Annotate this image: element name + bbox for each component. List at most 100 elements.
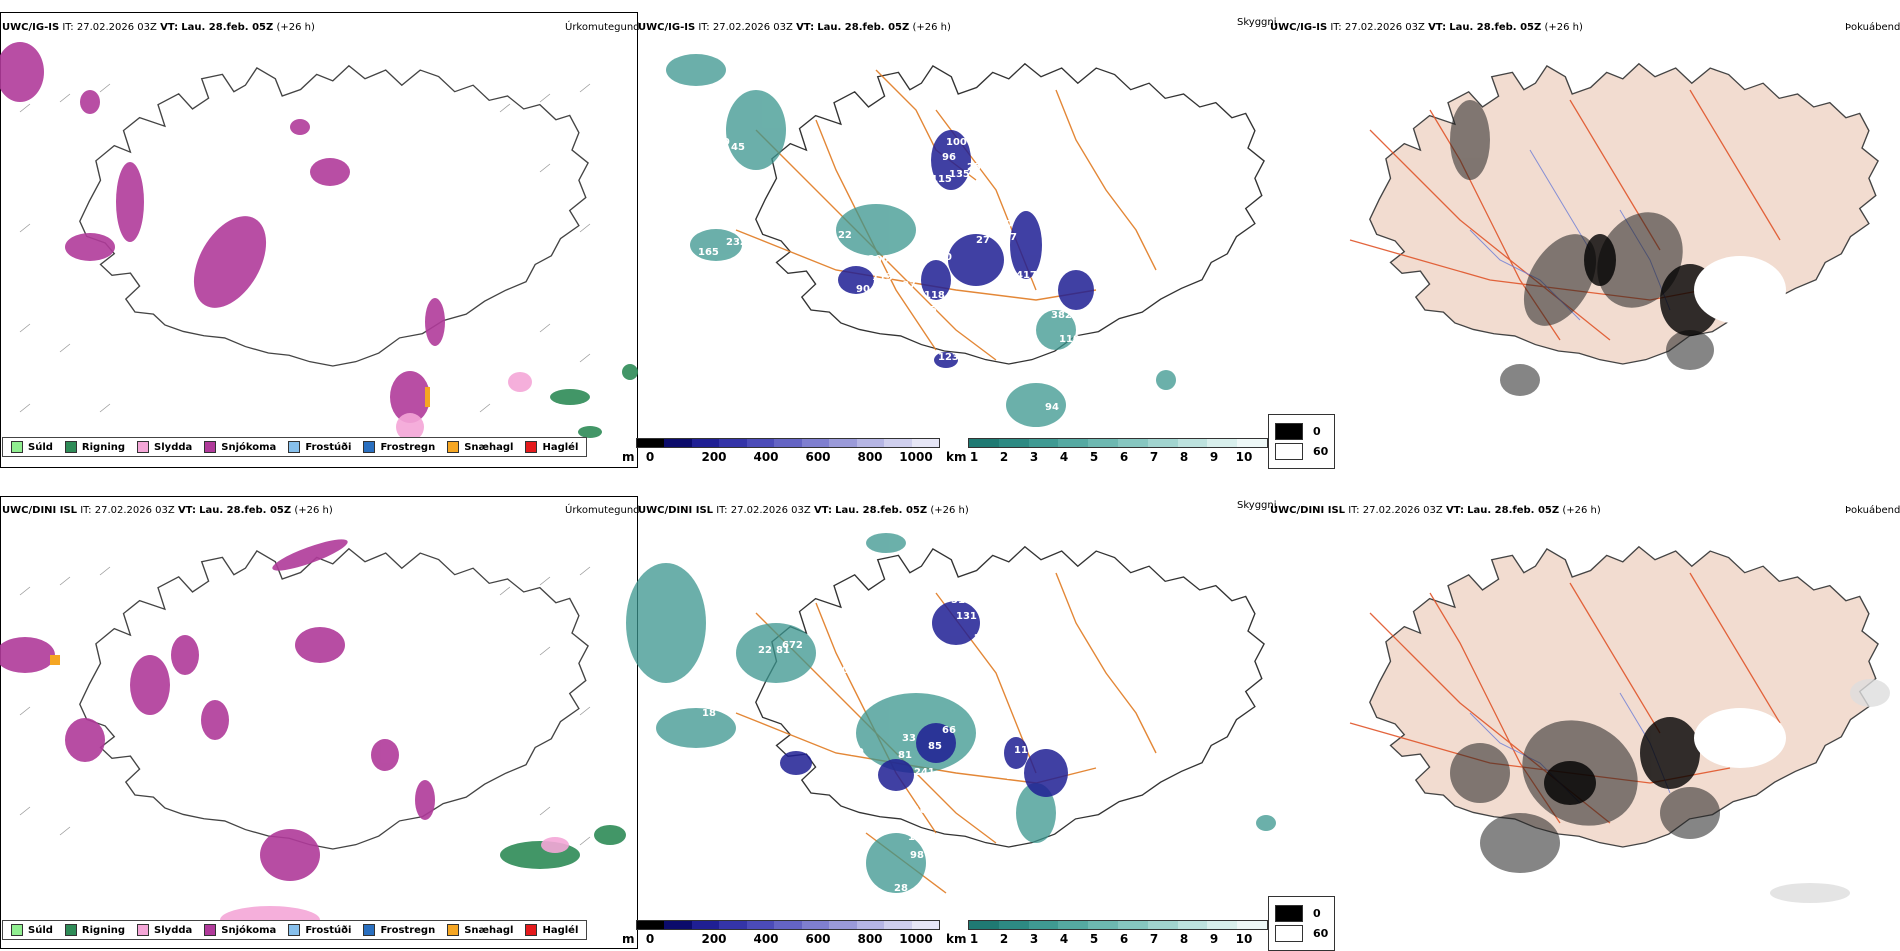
legend-item-frostregn: Frostregn	[363, 441, 435, 453]
fog-swatch-black	[1275, 423, 1303, 440]
svg-text:22: 22	[974, 633, 988, 644]
swatch-slydda	[137, 924, 150, 936]
svg-text:115: 115	[931, 174, 952, 185]
cloud-base-unit: m	[622, 450, 635, 464]
svg-text:125: 125	[916, 305, 937, 316]
svg-text:160: 160	[828, 665, 849, 676]
legend-item-snjokoma: Snjókoma	[204, 441, 276, 453]
header-1c: UWC/IG-IS IT: 27.02.2026 03Z VT: Lau. 28…	[1270, 22, 1583, 33]
vis-tick: 2	[999, 450, 1009, 464]
svg-text:182: 182	[1009, 304, 1030, 315]
vis-tick: 5	[1089, 450, 1099, 464]
vis-tick: 3	[1029, 932, 1039, 946]
swatch-snjokoma	[204, 924, 217, 936]
swatch-snaehagl	[447, 924, 460, 936]
cloud-base-colorbar-1: m 0 200 400 600 800 1000	[622, 438, 940, 466]
svg-text:18: 18	[702, 708, 716, 719]
svg-text:94: 94	[1045, 402, 1059, 413]
svg-text:28: 28	[894, 883, 908, 894]
swatch-slydda	[137, 441, 150, 453]
cb-tick: 200	[701, 450, 727, 464]
legend-item-rigning: Rigning	[64, 924, 125, 936]
precip-title-1: Úrkomutegund	[565, 22, 640, 33]
visibility-colorbar-1: km 1 2 3 4 5 6 7 8 9 10	[946, 438, 1268, 466]
visibility-bar-1	[968, 438, 1268, 448]
svg-text:96: 96	[942, 152, 956, 163]
svg-text:81: 81	[786, 262, 800, 273]
swatch-sudd	[11, 441, 23, 453]
visibility-map-svg-1: 39 45 232 165 122 206 113 90 81 71 100 9…	[666, 54, 1265, 427]
cb-tick: 400	[753, 450, 779, 464]
svg-text:63: 63	[1061, 795, 1075, 806]
cloud-labels-1: 39 45 232 165 122 206 113 90 81 71 100 9…	[698, 137, 1080, 413]
svg-text:127: 127	[930, 852, 951, 863]
legend-item-frostudi: Frostúði	[288, 441, 351, 453]
swatch-sudd	[11, 924, 23, 936]
cloud-base-unit: m	[622, 932, 635, 946]
svg-text:71: 71	[821, 247, 835, 258]
svg-text:114: 114	[1014, 745, 1035, 756]
vis-tick: 4	[1059, 932, 1069, 946]
svg-text:178: 178	[908, 832, 929, 843]
cloud-base-bar-1	[636, 438, 940, 448]
precip-legend-1: Súld Rigning Slydda Snjókoma Frostúði Fr…	[2, 437, 588, 457]
svg-text:113: 113	[872, 272, 893, 283]
visibility-bar-2	[968, 920, 1268, 930]
cb-tick: 400	[753, 932, 779, 946]
precip-map-svg-1	[0, 42, 638, 441]
legend-item-haglel: Haglél	[525, 924, 578, 936]
cb-tick: 200	[701, 932, 727, 946]
legend-item-snjokoma: Snjókoma	[204, 924, 276, 936]
vis-tick: 3	[1029, 450, 1039, 464]
svg-text:110: 110	[906, 805, 927, 816]
cb-tick: 800	[857, 932, 883, 946]
swatch-haglel	[525, 924, 538, 936]
svg-text:33: 33	[902, 733, 916, 744]
legend-item-sudd: Súld	[11, 924, 53, 936]
cb-tick: 0	[645, 450, 655, 464]
vis-tick: 8	[1179, 450, 1189, 464]
svg-text:135: 135	[949, 169, 970, 180]
swatch-frostudi	[288, 924, 301, 936]
fog-swatch-black	[1275, 905, 1303, 922]
svg-text:70: 70	[938, 252, 952, 263]
legend-item-snaehagl: Snæhagl	[447, 441, 513, 453]
precip-title-2: Úrkomutegund	[565, 505, 640, 516]
svg-text:14: 14	[1006, 771, 1020, 782]
visibility-map-svg-2: 672 22 81 160 171 18 59 81 23 61 66 85 3…	[626, 533, 1276, 894]
swatch-frostudi	[288, 441, 301, 453]
cb-tick: 0	[645, 932, 655, 946]
svg-text:206: 206	[868, 254, 889, 265]
svg-text:518: 518	[951, 595, 972, 606]
svg-text:672: 672	[782, 640, 803, 651]
legend-item-slydda: Slydda	[137, 924, 192, 936]
swatch-rigning	[64, 924, 77, 936]
legend-item-haglel: Haglél	[525, 441, 578, 453]
svg-text:165: 165	[698, 247, 719, 258]
fog-map-svg-1	[1349, 63, 1879, 396]
vis-tick: 5	[1089, 932, 1099, 946]
swatch-snjokoma	[204, 441, 217, 453]
vis-tick: 10	[1235, 450, 1253, 464]
fog-legend-1: 0 60	[1268, 414, 1336, 469]
fog-map-svg-2	[1349, 546, 1890, 903]
svg-text:118: 118	[924, 290, 945, 301]
svg-text:39: 39	[716, 137, 730, 148]
svg-text:417: 417	[1016, 270, 1037, 281]
vis-tick: 10	[1235, 932, 1253, 946]
svg-text:131: 131	[956, 611, 977, 622]
legend-item-sudd: Súld	[11, 441, 53, 453]
visibility-title-2: Skyggni	[1237, 500, 1277, 511]
svg-text:388: 388	[966, 580, 987, 591]
svg-text:23: 23	[826, 770, 840, 781]
svg-text:252: 252	[967, 162, 988, 173]
cloud-labels-2: 672 22 81 160 171 18 59 81 23 61 66 85 3…	[702, 578, 1075, 894]
svg-text:22: 22	[758, 645, 772, 656]
legend-item-frostregn: Frostregn	[363, 924, 435, 936]
svg-text:123: 123	[938, 817, 959, 828]
svg-text:211: 211	[928, 372, 949, 383]
vis-tick: 9	[1209, 932, 1219, 946]
svg-text:87: 87	[902, 280, 916, 291]
header-2b: UWC/DINI ISL IT: 27.02.2026 03Z VT: Lau.…	[638, 505, 969, 516]
svg-text:30: 30	[998, 219, 1012, 230]
